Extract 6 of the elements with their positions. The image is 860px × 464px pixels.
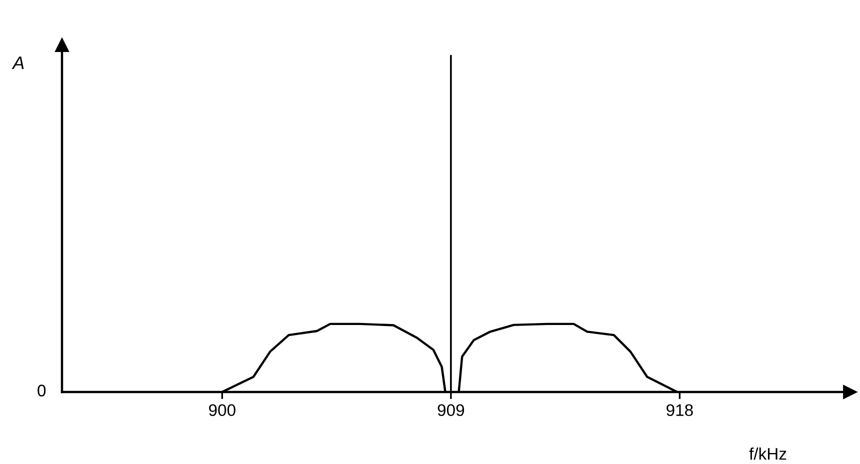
x-tick-label: 909 [438,404,464,416]
x-tick-label: 900 [209,404,236,416]
x-axis-title: f/kHz [749,448,786,460]
text: 0 [38,384,46,396]
x-tick-label: 918 [666,404,693,416]
y-axis-title: A [12,56,24,70]
